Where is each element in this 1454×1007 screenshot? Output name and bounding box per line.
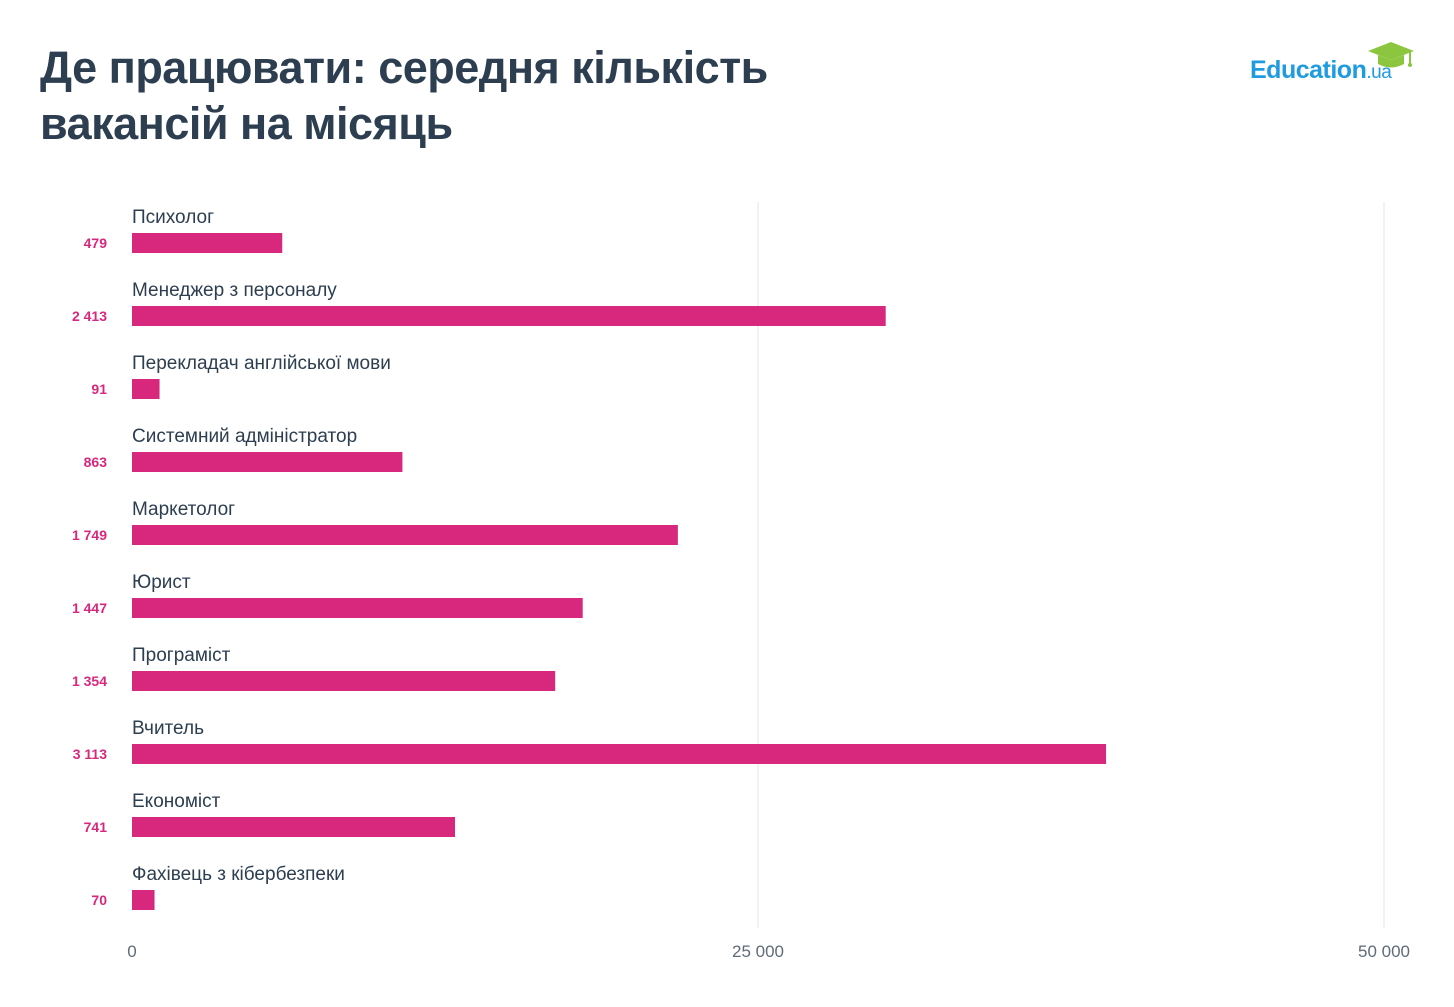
bar <box>132 744 1107 764</box>
bar <box>132 671 556 691</box>
category-label: Менеджер з персоналу <box>132 280 337 301</box>
x-tick-label: 50 000 <box>1358 942 1410 961</box>
logo-text: Education.ua <box>1250 56 1392 84</box>
bar <box>132 306 886 326</box>
bar <box>132 525 678 545</box>
graduation-cap-icon <box>1368 42 1414 68</box>
chart-title: Де працювати: середня кількість вакансій… <box>40 42 768 149</box>
value-label: 863 <box>84 454 108 470</box>
x-tick-label: 0 <box>127 942 136 961</box>
value-label: 1 447 <box>72 600 107 616</box>
value-label: 479 <box>84 235 108 251</box>
category-label: Вчитель <box>132 718 204 739</box>
value-label: 2 413 <box>72 308 107 324</box>
category-label: Психолог <box>132 207 214 228</box>
education-ua-logo[interactable]: Education.ua <box>1250 40 1430 90</box>
value-label: 1 749 <box>72 527 107 543</box>
category-label: Юрист <box>132 572 191 593</box>
bar <box>132 890 155 910</box>
value-label: 1 354 <box>72 673 107 689</box>
category-label: Економіст <box>132 791 221 812</box>
bar <box>132 598 583 618</box>
bar <box>132 817 456 837</box>
category-label: Перекладач англійської мови <box>132 353 391 374</box>
value-label: 741 <box>84 819 108 835</box>
category-label: Фахівець з кібербезпеки <box>132 864 345 885</box>
bar <box>132 452 403 472</box>
bar <box>132 233 283 253</box>
category-label: Маркетолог <box>132 499 235 520</box>
value-label: 91 <box>91 381 107 397</box>
value-label: 3 113 <box>73 746 107 762</box>
x-tick-label: 25 000 <box>732 942 784 961</box>
category-label: Програміст <box>132 645 231 666</box>
bar <box>132 379 160 399</box>
value-label: 70 <box>91 892 107 908</box>
category-label: Системний адміністратор <box>132 426 357 447</box>
